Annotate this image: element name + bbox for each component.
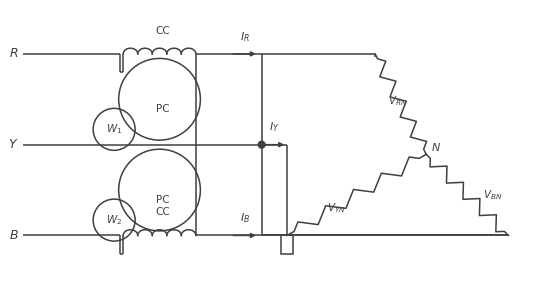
Text: $I_B$: $I_B$ xyxy=(240,212,250,225)
Text: CC: CC xyxy=(155,26,170,36)
Circle shape xyxy=(258,141,265,148)
Text: $W_1$: $W_1$ xyxy=(106,122,122,136)
Text: PC: PC xyxy=(156,104,169,114)
Text: $N$: $N$ xyxy=(431,141,441,153)
Text: $V_{YN}$: $V_{YN}$ xyxy=(328,202,346,215)
Text: PC: PC xyxy=(156,195,169,205)
Text: $R$: $R$ xyxy=(9,47,19,60)
Bar xyxy=(281,235,293,254)
Text: $Y$: $Y$ xyxy=(8,138,19,151)
Text: CC: CC xyxy=(155,207,170,217)
Text: $W_2$: $W_2$ xyxy=(106,213,122,227)
Text: $I_R$: $I_R$ xyxy=(240,30,250,44)
Text: $B$: $B$ xyxy=(9,229,19,242)
Text: $V_{BN}$: $V_{BN}$ xyxy=(483,188,502,202)
Text: $I_Y$: $I_Y$ xyxy=(269,121,280,135)
Text: $V_{RN}$: $V_{RN}$ xyxy=(388,94,407,108)
